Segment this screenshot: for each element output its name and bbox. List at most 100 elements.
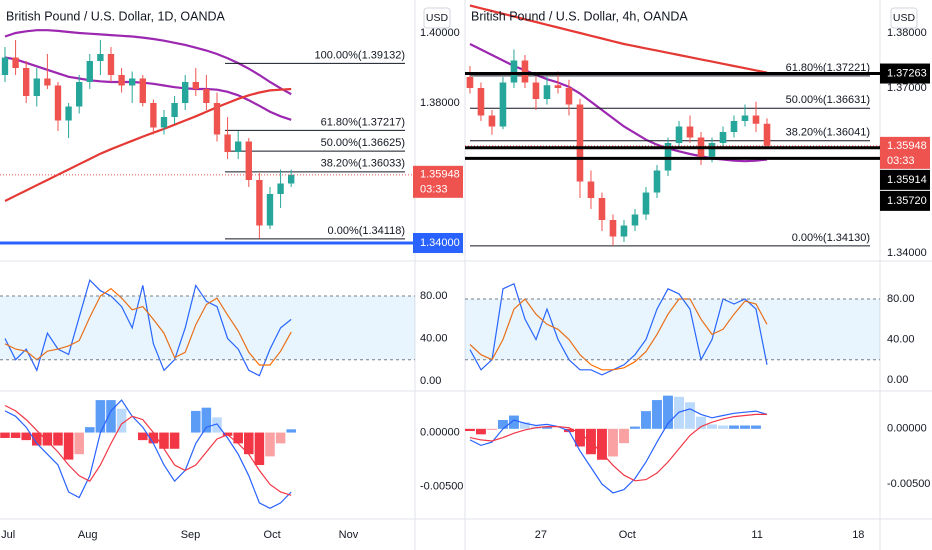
fib-label: 61.80%(1.37221) — [786, 62, 870, 74]
macd-histogram-bar — [21, 432, 31, 441]
last-price-label: 1.35948 — [887, 140, 927, 152]
macd-histogram-bar — [159, 432, 169, 449]
macd-histogram-bar — [575, 428, 585, 447]
candle-body — [730, 121, 738, 133]
macd-tick-label: -0.00500 — [887, 478, 930, 490]
fib-label: 0.00%(1.34130) — [792, 232, 870, 244]
candle-body — [510, 60, 518, 83]
fib-label: 38.20%(1.36041) — [786, 127, 870, 139]
candle-body — [97, 54, 104, 62]
candle-body — [54, 85, 62, 121]
candle-body — [171, 102, 178, 117]
pane-macd — [465, 395, 768, 494]
candle-body — [266, 193, 274, 226]
currency-label: USD — [426, 12, 449, 24]
candle-body — [554, 85, 562, 89]
candle-body — [532, 82, 540, 100]
macd-histogram-bar — [707, 424, 717, 429]
macd-histogram-bar — [0, 432, 10, 438]
macd-histogram-bar — [520, 422, 530, 429]
stoch-band — [465, 298, 880, 360]
macd-histogram-bar — [641, 411, 651, 429]
macd-tick-label: 0.00000 — [420, 426, 460, 438]
candle-body — [192, 82, 199, 89]
candle-body — [160, 116, 168, 128]
x-tick-label: Oct — [264, 529, 281, 541]
macd-signal — [4, 404, 292, 496]
candle-body — [76, 82, 83, 107]
pane-stoch — [4, 278, 292, 377]
macd-histogram-bar — [169, 432, 180, 449]
candle-body — [477, 88, 485, 116]
currency-button — [890, 7, 918, 29]
macd-histogram-bar — [542, 426, 552, 429]
y-tick-label: 1.38000 — [420, 97, 460, 109]
macd-histogram-bar — [191, 410, 201, 433]
candle-body — [224, 134, 231, 152]
candle-body — [12, 57, 19, 69]
macd-histogram-bar — [608, 428, 618, 457]
macd-histogram-bar — [487, 428, 497, 430]
candle-body — [118, 75, 125, 86]
candle-body — [587, 181, 595, 199]
candle-body — [277, 183, 284, 194]
y-tick-label: 1.40000 — [420, 27, 460, 39]
macd-histogram-bar — [32, 432, 42, 446]
candle-body — [182, 82, 189, 103]
currency-button — [423, 7, 451, 29]
price-line-label-bg — [880, 169, 930, 190]
stoch-band — [0, 295, 415, 360]
price-line-label: 1.35914 — [887, 174, 927, 186]
candle-body — [708, 143, 716, 157]
macd-tick-label: 0.00000 — [887, 423, 927, 435]
candle-body — [543, 85, 551, 100]
fib-label: 38.20%(1.36033) — [321, 158, 405, 170]
macd-histogram-bar — [63, 432, 74, 460]
candle-body — [752, 115, 760, 124]
stoch-tick-label: 80.00 — [420, 290, 448, 302]
macd-histogram-bar — [201, 407, 212, 433]
macd-histogram-bar — [233, 432, 243, 444]
price-line-label: 1.34000 — [420, 237, 460, 249]
candle-body — [466, 77, 474, 89]
currency-label: USD — [893, 12, 916, 24]
fib-label: 100.00%(1.39132) — [314, 49, 405, 61]
candle-body — [609, 220, 617, 237]
x-tick-label: 11 — [751, 529, 762, 541]
macd-histogram-bar — [244, 432, 254, 455]
macd-histogram-bar — [729, 425, 739, 429]
candle-body — [235, 141, 242, 152]
macd-histogram-bar — [740, 425, 750, 429]
macd-histogram-bar — [85, 427, 95, 433]
price-line-label-bg — [413, 232, 463, 253]
candle-body — [719, 132, 727, 144]
moving-average — [4, 87, 292, 202]
macd-histogram-bar — [509, 415, 519, 429]
price-line-label: 1.37263 — [887, 67, 927, 79]
stoch-d — [4, 287, 292, 366]
macd-histogram-bar — [212, 417, 222, 433]
macd-histogram-bar — [619, 428, 629, 444]
pane-stoch — [469, 282, 768, 376]
moving-average — [469, 4, 768, 74]
candle-body — [213, 102, 221, 135]
candle-body — [65, 106, 72, 121]
macd-histogram-bar — [630, 426, 640, 429]
macd-histogram-bar — [685, 402, 695, 429]
last-price-label-bg — [413, 165, 463, 198]
candle-body — [763, 123, 771, 146]
candle-body — [107, 54, 115, 76]
candle-body — [675, 126, 683, 144]
candle-body — [256, 179, 263, 226]
stoch-k — [4, 278, 292, 377]
macd-histogram-bar — [286, 429, 296, 433]
macd-histogram-bar — [652, 400, 662, 429]
fib-label: 50.00%(1.36625) — [321, 137, 405, 149]
macd-histogram-bar — [106, 400, 116, 433]
macd-macd — [4, 399, 292, 509]
candle-body — [23, 68, 30, 96]
macd-histogram-bar — [265, 432, 275, 457]
candle-body — [1, 57, 9, 76]
stoch-tick-label: 0.00 — [887, 374, 908, 386]
